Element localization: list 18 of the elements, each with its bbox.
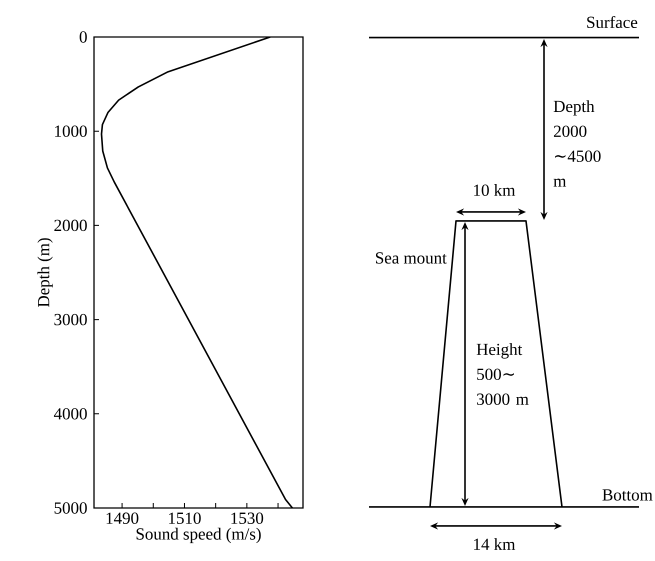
y-tick-label: 1000	[55, 125, 87, 137]
text: Height 500∼ 3000 m	[476, 343, 529, 405]
y-tick-label: 0	[80, 31, 87, 43]
text: Surface	[587, 16, 638, 28]
x-tick-label: 1530	[231, 512, 264, 524]
y-tick-label: 2000	[54, 220, 87, 232]
x-tick-label: 1490	[106, 512, 138, 524]
text: 10 km	[474, 184, 516, 196]
x-axis-title: Sound speed (m/s)	[136, 528, 261, 544]
y-tick-label: 3000	[54, 314, 87, 326]
text: Depth 2000 ∼4500 m	[554, 100, 601, 187]
y-tick-label: 5000	[54, 502, 87, 514]
text: 14 km	[474, 538, 516, 550]
x-tick-label: 1510	[169, 512, 201, 524]
y-axis-title: Depth (m)	[37, 238, 53, 308]
text: Sea mount	[376, 252, 447, 264]
y-tick-label: 4000	[54, 408, 87, 420]
text: Bottom	[602, 489, 653, 501]
